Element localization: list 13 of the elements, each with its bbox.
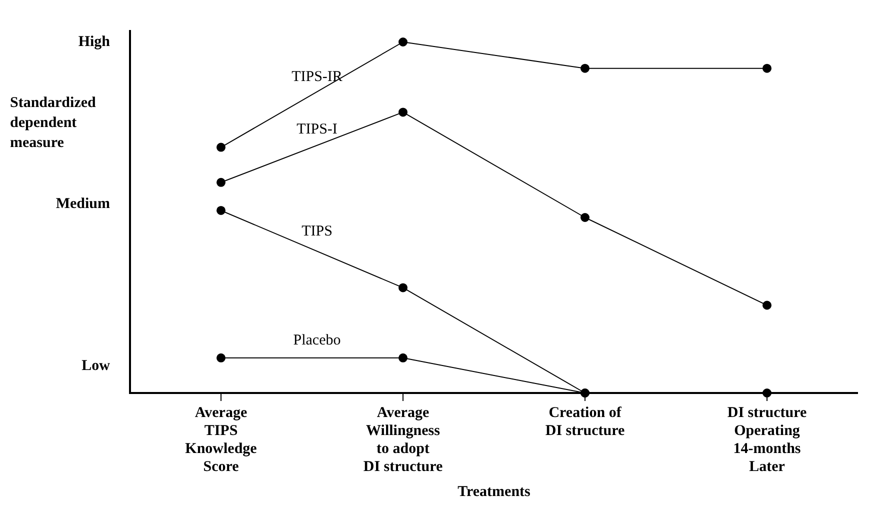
text: Medium [56, 196, 110, 212]
series-label: Placebo [293, 332, 341, 348]
x-axis-title: Treatments [458, 484, 531, 500]
x-tick-label: Creation of DI structure [545, 404, 625, 439]
x-tick-label: Average Willingness to adopt DI structure [363, 404, 443, 475]
series-label: TIPS [302, 224, 332, 240]
x-tick-label: Average TIPS Knowledge Score [185, 404, 258, 475]
series-label: TIPS-IR [292, 69, 342, 86]
text: High [78, 34, 111, 50]
y-axis-title: Standardized dependent measure [10, 94, 97, 151]
series-label: TIPS-I [296, 122, 338, 138]
text: Low [82, 358, 110, 374]
x-tick-label: DI structure Operating 14-months Later [727, 404, 807, 475]
